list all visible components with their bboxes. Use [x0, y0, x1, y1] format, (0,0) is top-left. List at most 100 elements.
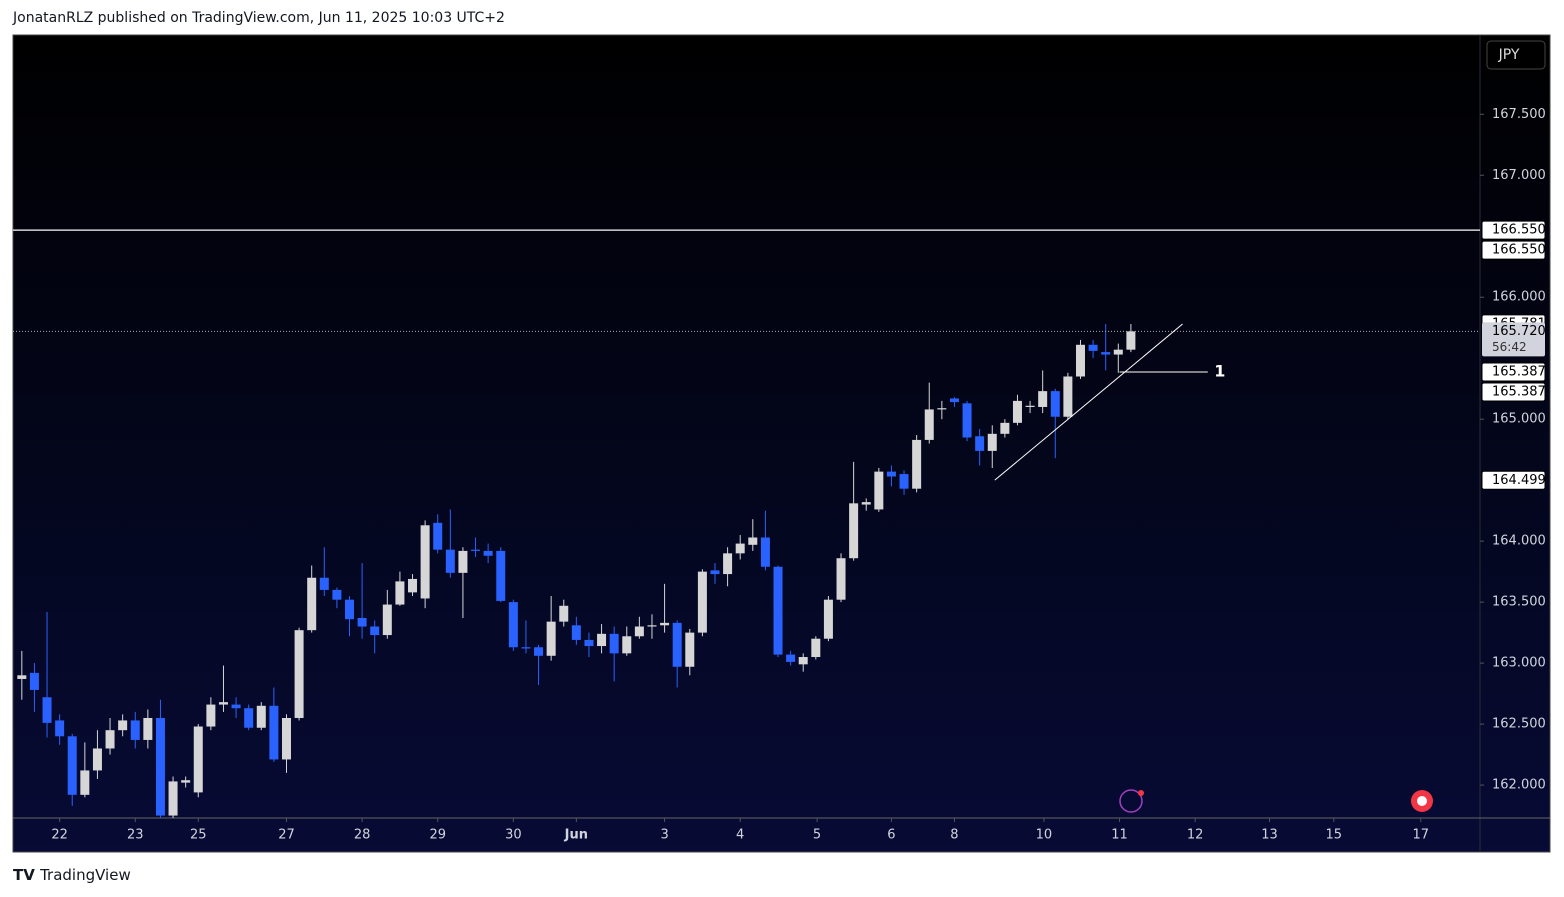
y-tick-label: 162.000: [1492, 778, 1546, 793]
candle-body: [1101, 352, 1111, 355]
candle-body: [697, 571, 707, 633]
candle-body: [395, 581, 405, 605]
candle-body: [773, 566, 783, 655]
currency-box[interactable]: [1486, 40, 1546, 70]
candle-body: [760, 537, 770, 567]
price-label: 166.550: [1492, 243, 1546, 258]
x-tick-label: 28: [354, 828, 371, 843]
candle-body: [1075, 344, 1085, 377]
candle-body: [975, 436, 985, 451]
candle-body: [811, 638, 821, 658]
x-tick-label: 30: [505, 828, 522, 843]
x-tick-label: 8: [950, 828, 958, 843]
price-label: 165.387: [1492, 384, 1546, 399]
candle-body: [609, 633, 619, 654]
x-tick-label: 12: [1187, 828, 1204, 843]
y-tick-label: 167.000: [1492, 168, 1546, 183]
x-tick-label: 27: [278, 828, 295, 843]
x-tick-label: 15: [1326, 828, 1343, 843]
candle-body: [42, 697, 52, 723]
countdown-label: 56:42: [1492, 340, 1527, 354]
price-label: 166.550: [1492, 223, 1546, 238]
x-tick-label: 3: [660, 828, 668, 843]
currency: JPY: [1498, 47, 1520, 63]
candle-body: [1012, 400, 1022, 423]
x-tick-label: 29: [429, 828, 446, 843]
candle-body: [193, 726, 203, 793]
candle-body: [143, 717, 153, 740]
lightning-icon[interactable]: [1119, 789, 1143, 813]
candle-body: [861, 502, 871, 505]
candle-body: [55, 720, 65, 737]
y-tick-label: 162.500: [1492, 717, 1546, 732]
candle-body: [672, 622, 682, 667]
trend-line: [994, 323, 1183, 481]
candle-body: [723, 553, 733, 575]
candle-body: [660, 622, 670, 626]
price-label-box: [1481, 362, 1546, 382]
price-label-box: [1481, 240, 1546, 260]
x-tick-label: 10: [1036, 828, 1053, 843]
candle-body: [29, 672, 39, 690]
record-dot: [1417, 796, 1427, 806]
candle-body: [218, 702, 228, 705]
price-label: 164.499: [1492, 473, 1546, 488]
candle-body: [420, 525, 430, 599]
candle-body: [294, 630, 304, 718]
candle-body: [496, 550, 506, 601]
candle-body: [899, 474, 909, 489]
candle-body: [1050, 391, 1060, 417]
y-tick-label: 165.000: [1492, 412, 1546, 427]
candle-body: [735, 543, 745, 554]
marker-text: 1: [1214, 361, 1225, 380]
candle-body: [17, 675, 27, 679]
candle-body: [634, 626, 644, 637]
candle-body: [622, 636, 632, 654]
candle-body: [886, 471, 896, 477]
candle-body: [874, 471, 884, 510]
x-tick-label: 25: [190, 828, 207, 843]
candle-body: [269, 705, 279, 760]
candle-body: [408, 578, 418, 593]
x-tick-label: 17: [1412, 828, 1429, 843]
candle-body: [647, 625, 657, 627]
candle-body: [155, 717, 165, 816]
y-tick-label: 164.000: [1492, 534, 1546, 549]
candle-body: [987, 433, 997, 451]
candle-body: [67, 736, 77, 795]
candle-body: [597, 633, 607, 647]
candle-body: [508, 602, 518, 648]
candle-body: [483, 550, 493, 556]
candle-body: [345, 599, 355, 620]
x-tick-label: 6: [887, 828, 895, 843]
candle-body: [924, 409, 934, 440]
header: JonatanRLZ published on TradingView.com,…: [13, 10, 505, 26]
candle-body: [433, 522, 443, 550]
candle-body: [281, 717, 291, 760]
y-tick-label: 167.500: [1492, 107, 1546, 122]
price-label-box: [1481, 382, 1546, 402]
candle-body: [949, 398, 959, 403]
candle-body: [786, 654, 796, 662]
candle-body: [798, 657, 808, 665]
candle-body: [823, 599, 833, 639]
candle-body: [534, 647, 544, 656]
candle-body: [1126, 331, 1136, 350]
candle-body: [849, 503, 859, 559]
candle-body: [105, 730, 115, 749]
candle-body: [458, 550, 468, 573]
lightning-dot: [1138, 790, 1144, 796]
footer-brand: TradingView: [40, 866, 131, 884]
candle-body: [319, 577, 329, 590]
candle-body: [231, 704, 241, 709]
candle-body: [307, 577, 317, 631]
current-price-label: 165.720: [1492, 324, 1546, 339]
candle-body: [962, 403, 972, 438]
x-tick-label: 5: [813, 828, 821, 843]
candle-body: [471, 549, 481, 551]
candle-body: [521, 647, 531, 649]
candle-body: [571, 625, 581, 640]
price-label-box: [1481, 470, 1546, 490]
